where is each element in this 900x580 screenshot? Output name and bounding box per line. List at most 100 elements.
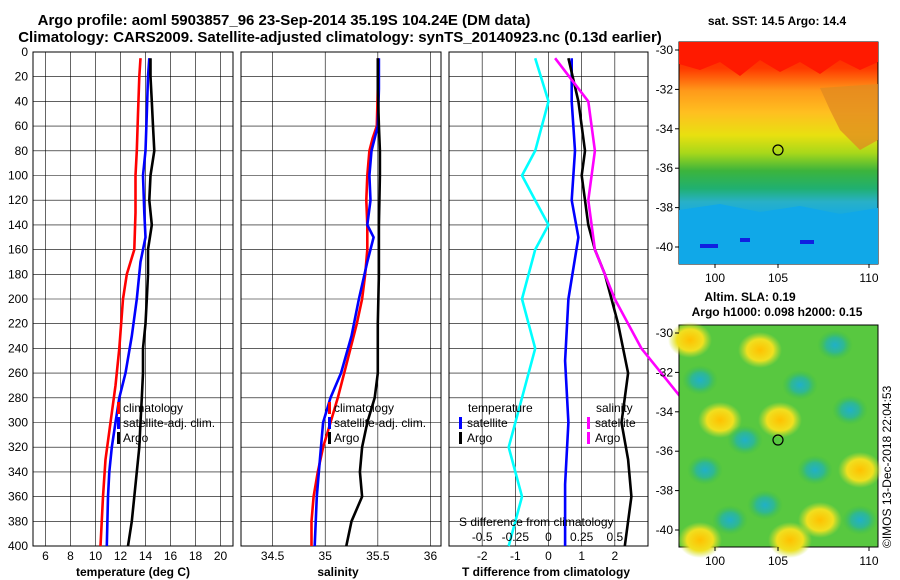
legend-s-argo: Argo [595, 431, 621, 445]
sla-lat-ticks: -30 -32 -34 -36 -38 -40 [656, 326, 679, 537]
sla-low [797, 455, 833, 485]
x-tick-label: 35.5 [366, 549, 390, 563]
sla-map-title-1: Altim. SLA: 0.19 [704, 290, 796, 304]
lat-tick-label: -36 [656, 444, 674, 458]
y-tick-label: 40 [15, 94, 29, 108]
lon-tick-label: 100 [705, 271, 725, 285]
temperature-x-ticks: 6 8 10 12 14 16 18 20 [42, 549, 227, 563]
sst-map-title: sat. SST: 14.5 Argo: 14.4 [708, 14, 847, 28]
s-tick-label: 0.5 [606, 530, 623, 544]
sla-low [817, 330, 853, 360]
sla-high [668, 322, 712, 358]
sst-map: sat. SST: 14.5 Argo: 14.4 -30-32-34-36-3… [656, 14, 879, 285]
y-tick-label: 320 [8, 440, 28, 454]
title-line-1: Argo profile: aoml 5903857_96 23-Sep-201… [38, 12, 531, 29]
y-tick-label: 140 [8, 218, 28, 232]
series-line-satellite-adj-clim- [313, 58, 381, 547]
legend-salinity-title: salinity [596, 401, 633, 415]
legend-s-satellite-swatch [587, 417, 590, 429]
s-tick-label: 0 [545, 530, 552, 544]
sla-features [668, 322, 882, 558]
y-tick-label: 280 [8, 391, 28, 405]
sst-blue-spot [800, 240, 814, 244]
s-difference-label: S difference from climatology [459, 515, 614, 529]
series-line-argo [126, 58, 156, 547]
difference-xlabel: T difference from climatology [462, 565, 630, 579]
y-tick-label: 20 [15, 70, 29, 84]
title-line-2: Climatology: CARS2009. Satellite-adjuste… [18, 29, 662, 46]
sst-argo-location [772, 144, 784, 156]
legend-satellite: satellite-adj. clim. [334, 416, 426, 430]
s-tick-label: -0.5 [472, 530, 493, 544]
lon-tick-label: 105 [768, 554, 788, 568]
legend-satellite: satellite-adj. clim. [123, 416, 215, 430]
y-tick-label: 120 [8, 193, 28, 207]
difference-x-ticks: -2 -1 0 1 2 [477, 549, 619, 563]
y-tick-label: 80 [15, 144, 29, 158]
temperature-xlabel: temperature (deg C) [76, 565, 190, 579]
sla-low [727, 425, 763, 455]
lat-tick-label: -30 [656, 326, 674, 340]
series-line-climatology [99, 58, 142, 547]
sla-high [738, 332, 782, 368]
temperature-panel: 0 20 40 60 80 100 120 140 160 180 200 220 240 260 280 3… [8, 45, 234, 579]
sla-high [698, 402, 742, 438]
legend-satellite-swatch [328, 417, 331, 429]
salinity-xlabel: salinity [317, 565, 359, 579]
sla-low [782, 370, 818, 400]
sla-low [747, 490, 783, 520]
watermark: ©IMOS 13-Dec-2018 22:04:53 [880, 385, 894, 548]
x-tick-label: 12 [114, 549, 128, 563]
y-tick-label: 240 [8, 341, 28, 355]
sla-low [682, 365, 718, 395]
x-tick-label: 16 [164, 549, 178, 563]
x-tick-label: 20 [214, 549, 228, 563]
salinity-lines [310, 58, 382, 547]
temperature-legend: climatology satellite-adj. clim. Argo [117, 401, 215, 445]
x-tick-label: 35 [319, 549, 333, 563]
sla-map-title-2: Argo h1000: 0.098 h2000: 0.15 [692, 305, 863, 319]
s-tick-label: 0.25 [570, 530, 594, 544]
x-tick-label: 6 [42, 549, 49, 563]
sla-map: Altim. SLA: 0.19 Argo h1000: 0.098 h2000… [656, 290, 882, 568]
series-line-satellite-adj-clim- [105, 58, 151, 547]
sla-low [687, 455, 723, 485]
x-tick-label: 14 [139, 549, 153, 563]
legend-argo-swatch [328, 432, 331, 444]
sla-high [798, 502, 842, 538]
legend-climatology: climatology [334, 401, 394, 415]
x-tick-label: 2 [611, 549, 618, 563]
sst-lat-ticks: -30 -32 -34 -36 -38 -40 [656, 43, 679, 254]
lat-tick-label: -40 [656, 523, 674, 537]
y-tick-label: 260 [8, 366, 28, 380]
sst-warm-band [679, 42, 878, 76]
series-line-s-satellite [507, 57, 550, 547]
temperature-grid [33, 52, 233, 546]
sst-cold-band [679, 204, 878, 264]
temperature-y-ticks: 0 20 40 60 80 100 120 140 160 180 200 220 240 260 280 3… [8, 45, 28, 553]
x-tick-label: -1 [510, 549, 521, 563]
legend-argo: Argo [123, 431, 149, 445]
lat-tick-label: -32 [656, 365, 674, 379]
y-tick-label: 60 [15, 119, 29, 133]
y-tick-label: 380 [8, 514, 28, 528]
sst-lon-ticks: 100 105 110 [705, 264, 879, 285]
lon-tick-label: 110 [859, 554, 878, 568]
legend-s-satellite: satellite [595, 416, 636, 430]
temperature-lines [99, 58, 156, 547]
y-tick-label: 300 [8, 416, 28, 430]
sla-lon-ticks: 100 105 110 [705, 547, 879, 568]
x-tick-label: 10 [89, 549, 103, 563]
difference-legend: temperature satellite Argo salinity sate… [459, 401, 636, 445]
sst-blue-spot [740, 238, 750, 242]
lon-tick-label: 110 [859, 271, 878, 285]
x-tick-label: -2 [477, 549, 488, 563]
sla-high [838, 452, 882, 488]
legend-argo: Argo [334, 431, 360, 445]
sla-argo-location [772, 434, 784, 446]
y-tick-label: 180 [8, 267, 28, 281]
y-tick-label: 200 [8, 292, 28, 306]
x-tick-label: 0 [545, 549, 552, 563]
series-line-t-satellite [563, 58, 580, 546]
legend-t-argo-swatch [459, 432, 462, 444]
